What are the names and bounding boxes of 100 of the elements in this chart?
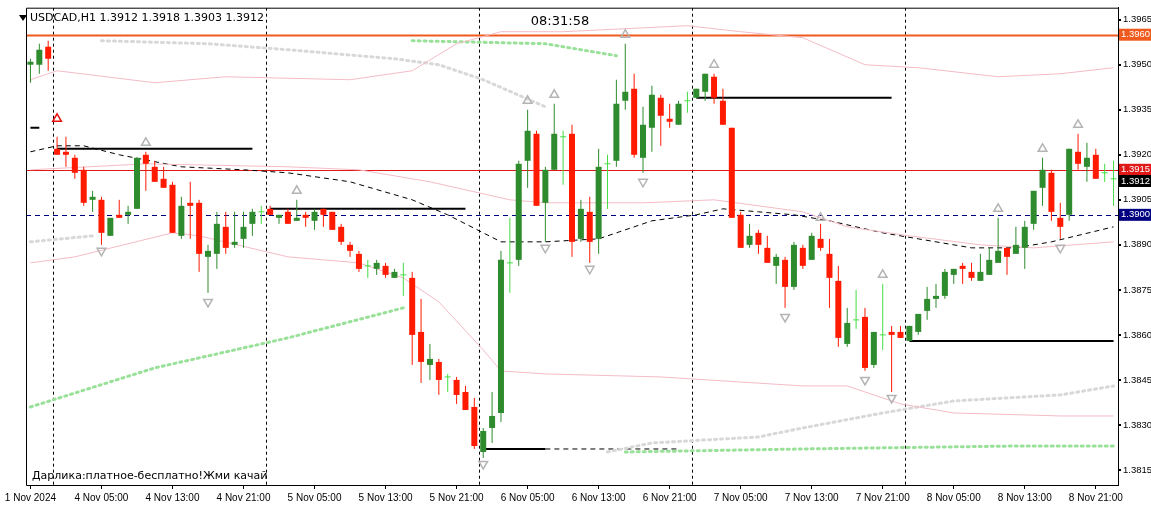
candlestick [249, 208, 256, 237]
candlestick [151, 160, 158, 183]
candlestick [462, 385, 469, 411]
y-tick-label: 1.3830 [1123, 418, 1151, 430]
candlestick [444, 373, 452, 393]
candlestick [986, 247, 993, 276]
y-tick-label: 1.3965 [1123, 13, 1151, 25]
candlestick [711, 73, 718, 105]
candlestick [959, 262, 966, 285]
candlestick [675, 100, 682, 126]
point [549, 89, 560, 99]
candlestick [364, 259, 372, 279]
x-tick-label: 4 Nov 21:00 [216, 491, 271, 503]
x-tick-label: 7 Nov 05:00 [713, 491, 769, 503]
y-tick-label: 1.3920 [1123, 148, 1151, 160]
candlestick [746, 223, 753, 249]
point [620, 28, 631, 38]
point [779, 313, 791, 323]
candlestick [311, 208, 318, 231]
candlestick [622, 43, 629, 111]
candlestick [683, 91, 691, 114]
candlestick [293, 199, 300, 222]
candlestick [924, 286, 931, 321]
candlestick [426, 343, 433, 381]
candlestick [36, 43, 43, 75]
candlestick [852, 289, 860, 330]
candlestick [506, 217, 514, 294]
line-series [606, 384, 1116, 454]
point [708, 58, 720, 68]
candlestick [844, 307, 851, 348]
chart-title: USDCAD,H1 1.3912 1.3918 1.3903 1.3912 [30, 11, 264, 24]
candlestick [888, 325, 895, 393]
candlestick [1021, 220, 1028, 270]
candlestick [1083, 142, 1090, 183]
x-tick-label: 6 Nov 05:00 [500, 491, 556, 503]
line-series [28, 306, 405, 409]
candlestick [187, 181, 194, 240]
candlestick [399, 262, 407, 297]
y-tick-label: 1.3905 [1123, 193, 1151, 205]
candlestick [62, 136, 69, 168]
x-tick-label: 8 Nov 21:00 [1068, 491, 1124, 503]
point [1072, 119, 1084, 129]
x-tick-label: 1 Nov 2024 [4, 491, 57, 503]
candlestick [773, 253, 780, 285]
candlestick [240, 211, 247, 249]
x-tick-label: 7 Nov 21:00 [855, 491, 911, 503]
x-tick-label: 4 Nov 05:00 [74, 491, 129, 503]
point [522, 95, 533, 105]
y-tick-label: 1.3890 [1123, 238, 1151, 250]
candlestick [799, 244, 806, 270]
x-tick-label: 5 Nov 05:00 [287, 491, 342, 503]
candlestick [764, 235, 771, 264]
candlestick [27, 58, 34, 84]
point [877, 269, 888, 279]
x-tick-label: 7 Nov 13:00 [784, 491, 840, 503]
candlestick [453, 376, 460, 405]
candlestick [1101, 163, 1109, 183]
y-tick-label: 1.3950 [1123, 58, 1151, 70]
candlestick [435, 358, 442, 396]
candlestick [657, 94, 664, 147]
candlestick [968, 262, 975, 282]
candlestick [45, 40, 52, 72]
point [96, 247, 107, 257]
y-tick-label: 1.3845 [1123, 373, 1151, 385]
candlestick [933, 283, 939, 309]
annotation: Дарлика:платное-бесплатно!Жми качай [32, 469, 268, 482]
candlestick [1075, 133, 1082, 171]
point [291, 185, 302, 195]
candlestick [480, 427, 487, 459]
candlestick [1039, 157, 1046, 207]
point [815, 212, 826, 222]
candlestick [71, 154, 78, 180]
point [859, 376, 871, 386]
x-tick-label: 8 Nov 05:00 [926, 491, 982, 503]
y-tick-label: 1.3860 [1123, 328, 1151, 340]
candlestick [702, 73, 709, 102]
candlestick [1012, 226, 1019, 255]
text: 1.3912 [1121, 174, 1151, 186]
candlestick [276, 214, 283, 225]
line-series [99, 39, 547, 109]
point [1055, 244, 1066, 254]
ref-line-label: 1.3900 [1121, 208, 1151, 220]
candlestick [755, 229, 762, 255]
candlestick [489, 391, 496, 444]
candlestick [54, 136, 61, 156]
candlestick [125, 205, 132, 225]
candlestick [995, 217, 1002, 264]
x-tick-label: 5 Nov 21:00 [429, 491, 484, 503]
point [637, 178, 649, 188]
candlestick [355, 250, 362, 273]
candlestick [1057, 202, 1064, 240]
x-tick-label: 6 Nov 13:00 [571, 491, 627, 503]
x-tick-label: 5 Nov 13:00 [358, 491, 413, 503]
candlestick [1004, 247, 1011, 276]
candlestick [559, 130, 567, 186]
point [540, 244, 551, 254]
point [886, 394, 897, 404]
y-tick-label: 1.3815 [1123, 463, 1151, 475]
candlestick [231, 211, 238, 249]
x-tick-label: 4 Nov 13:00 [145, 491, 200, 503]
